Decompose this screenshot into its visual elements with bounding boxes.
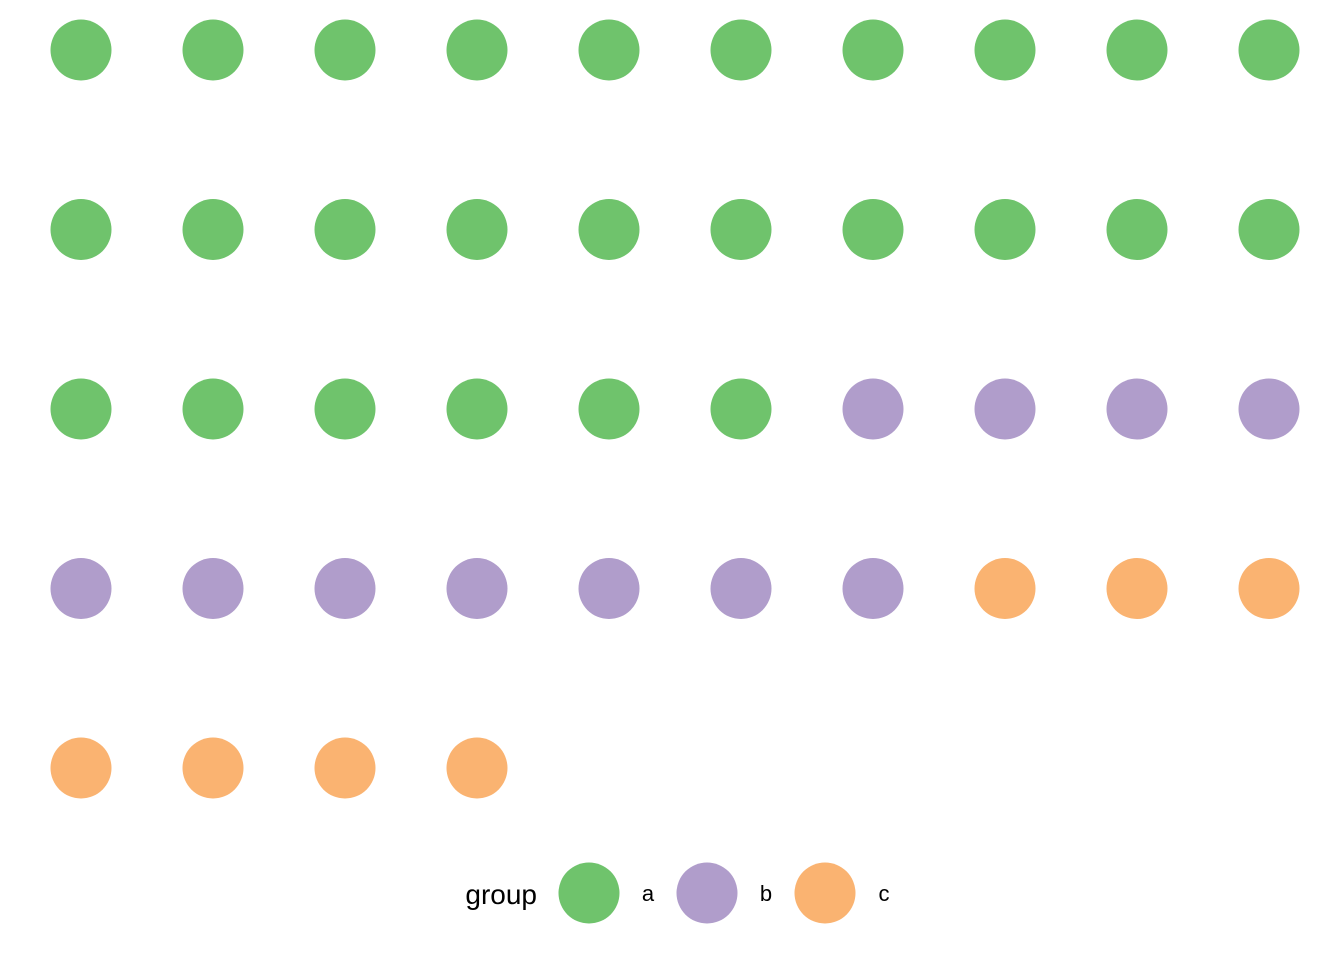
- waffle-dot-b: [50, 558, 112, 619]
- waffle-dot-a: [578, 378, 640, 440]
- legend-label-a: a: [642, 881, 655, 906]
- legend-key-a: [558, 862, 620, 924]
- waffle-dot-a: [1238, 19, 1300, 81]
- waffle-dot-a: [1238, 199, 1300, 260]
- waffle-dot-a: [182, 19, 244, 81]
- waffle-dot-a: [446, 199, 508, 260]
- waffle-dot-c: [446, 737, 508, 799]
- legend-key-c: [794, 862, 856, 924]
- waffle-dot-a: [1106, 199, 1168, 260]
- waffle-dot-b: [314, 558, 376, 619]
- legend-key-b: [676, 862, 738, 924]
- legend-entries: a b c: [558, 862, 890, 924]
- waffle-dot-a: [974, 19, 1036, 81]
- waffle-dot-b: [1106, 378, 1168, 440]
- waffle-dot-b: [446, 558, 508, 619]
- waffle-dot-a: [182, 378, 244, 440]
- waffle-dot-a: [314, 378, 376, 440]
- waffle-dot-b: [710, 558, 772, 619]
- waffle-dot-c: [50, 737, 112, 799]
- waffle-dot-a: [1106, 19, 1168, 81]
- legend-label-c: c: [879, 881, 890, 906]
- waffle-dot-a: [446, 378, 508, 440]
- waffle-dots: [50, 19, 1300, 799]
- waffle-dot-a: [710, 378, 772, 440]
- legend-label-b: b: [760, 881, 772, 906]
- waffle-dot-b: [578, 558, 640, 619]
- waffle-dot-a: [578, 19, 640, 81]
- waffle-dot-a: [446, 19, 508, 81]
- waffle-dot-a: [50, 19, 112, 81]
- waffle-dot-a: [710, 199, 772, 260]
- waffle-dot-c: [974, 558, 1036, 619]
- waffle-dot-c: [1238, 558, 1300, 619]
- waffle-dot-a: [578, 199, 640, 260]
- waffle-dot-b: [182, 558, 244, 619]
- waffle-dot-a: [842, 19, 904, 81]
- waffle-dot-a: [314, 199, 376, 260]
- waffle-dot-c: [182, 737, 244, 799]
- legend: group a b c: [465, 862, 890, 924]
- waffle-dot-b: [842, 378, 904, 440]
- waffle-dot-a: [50, 378, 112, 440]
- waffle-dot-b: [974, 378, 1036, 440]
- waffle-dot-a: [314, 19, 376, 81]
- waffle-dot-a: [710, 19, 772, 81]
- waffle-dot-b: [842, 558, 904, 619]
- legend-title: group: [465, 879, 537, 910]
- waffle-dot-a: [50, 199, 112, 260]
- waffle-dot-a: [182, 199, 244, 260]
- waffle-dot-a: [974, 199, 1036, 260]
- waffle-dot-a: [842, 199, 904, 260]
- waffle-dot-b: [1238, 378, 1300, 440]
- waffle-dot-c: [314, 737, 376, 799]
- waffle-dot-c: [1106, 558, 1168, 619]
